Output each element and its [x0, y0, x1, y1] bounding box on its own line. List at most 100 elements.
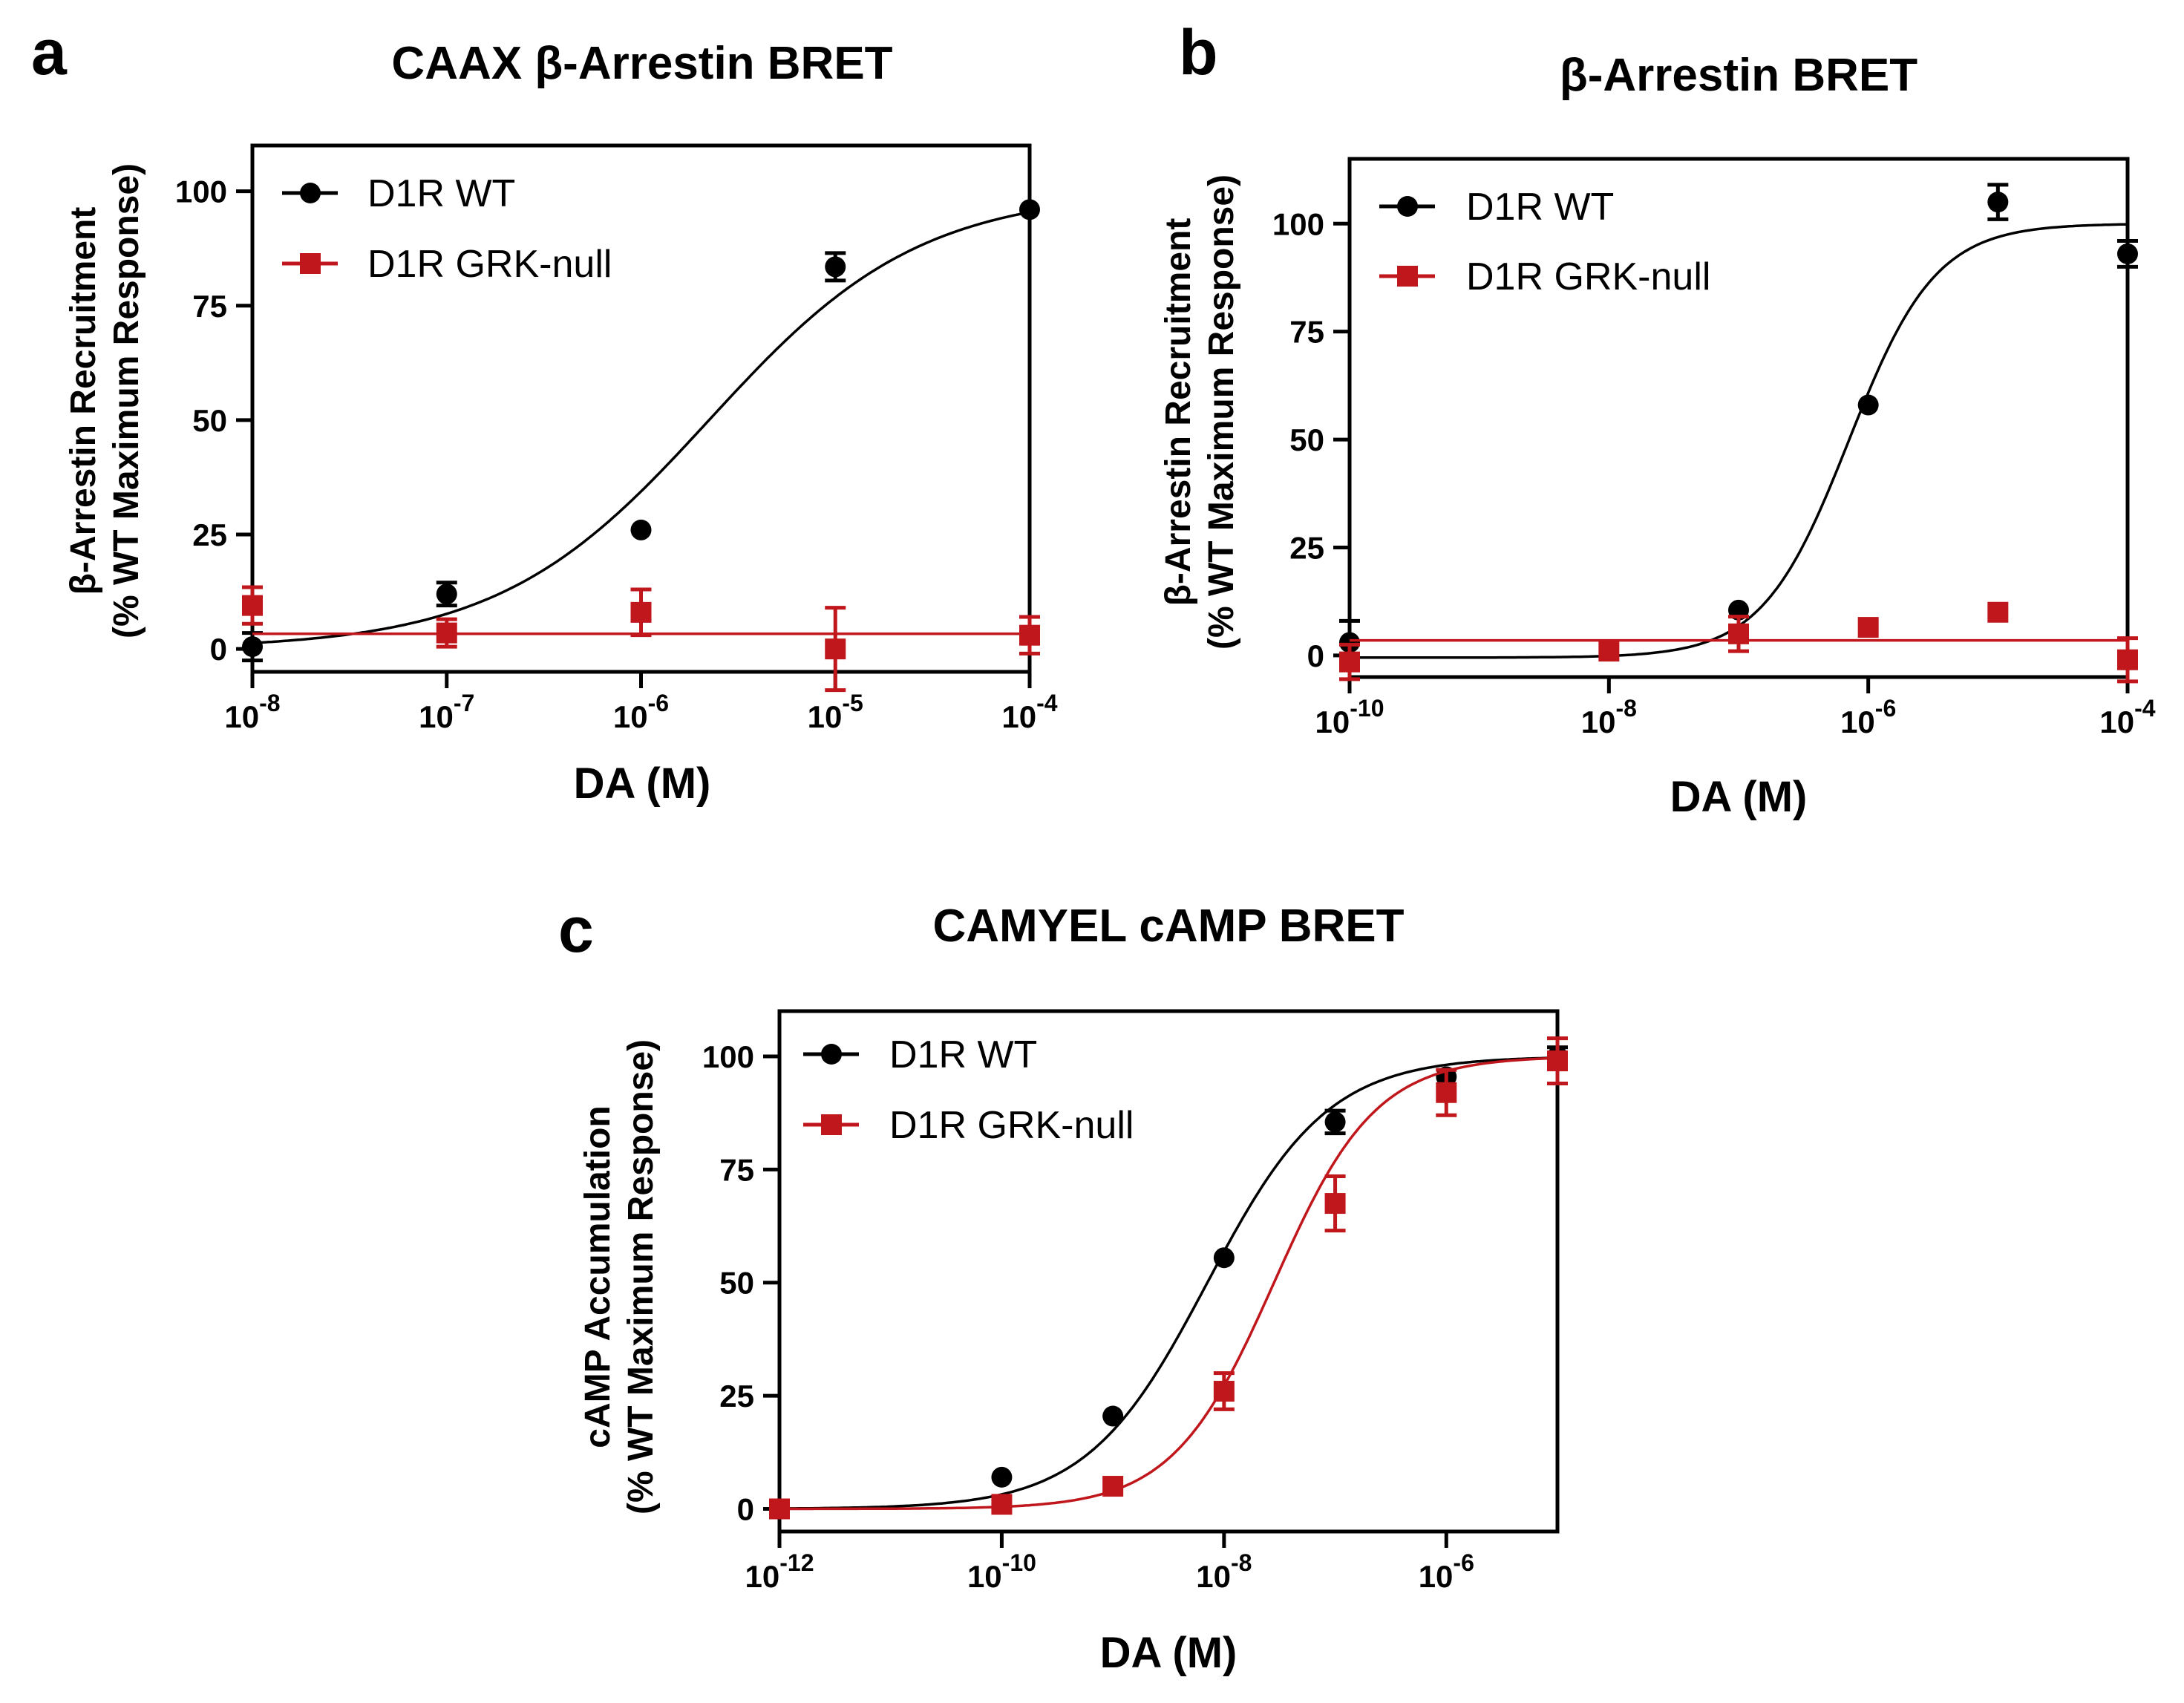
y-tick-label: 100: [175, 174, 227, 209]
panel-c-legend-grk: D1R GRK-null: [889, 1104, 1134, 1147]
panel-c-xlabel: DA (M): [1100, 1629, 1238, 1677]
data-point: [1102, 1405, 1124, 1427]
data-point: [436, 622, 457, 644]
x-tick-label: 10-4: [2099, 695, 2155, 739]
panel-a: a CAAX β-Arrestin BRET β-Arrestin Recrui…: [31, 17, 1058, 808]
data-point: [1436, 1082, 1457, 1103]
data-point: [242, 595, 263, 616]
panel-a-title: CAAX β-Arrestin BRET: [391, 38, 892, 89]
panel-b-ylabel-line2: (% WT Maximum Response): [1202, 174, 1241, 650]
x-tick-label: 10-8: [224, 690, 280, 734]
data-point: [1213, 1381, 1235, 1402]
y-tick-label: 75: [192, 289, 227, 324]
y-tick-label: 25: [719, 1379, 754, 1413]
panel-a-ylabel-line2: (% WT Maximum Response): [107, 163, 146, 638]
panel-c-ylabel: cAMP Accumulation (% WT Maximum Response…: [578, 1039, 661, 1514]
panel-c-ylabel-line2: (% WT Maximum Response): [621, 1039, 661, 1514]
y-tick-label: 0: [210, 632, 227, 667]
data-point: [1857, 617, 1879, 638]
panel-c-ylabel-line1: cAMP Accumulation: [578, 1105, 618, 1448]
data-point: [991, 1494, 1013, 1515]
y-tick-label: 25: [1289, 531, 1324, 566]
data-point: [991, 1466, 1013, 1488]
panel-b-legend-wt: D1R WT: [1466, 186, 1614, 229]
panel-c-title: CAMYEL cAMP BRET: [932, 900, 1404, 952]
data-point: [436, 584, 457, 605]
x-tick-label: 10-6: [613, 690, 669, 734]
data-point: [2117, 243, 2138, 264]
y-tick-label: 50: [192, 403, 227, 438]
legend-grk-marker: [1397, 266, 1418, 287]
panel-a-xlabel: DA (M): [574, 759, 711, 808]
data-point: [1324, 1193, 1346, 1215]
fit-curve: [252, 211, 1030, 644]
panel-c-legend-wt: D1R WT: [889, 1033, 1037, 1076]
y-tick-label: 75: [1289, 315, 1324, 350]
panel-b-xlabel: DA (M): [1670, 773, 1808, 821]
y-tick-label: 50: [1289, 422, 1324, 457]
panel-b-plot: 0 25 50 75 100 10-10 10-8 10-6 10-4: [1272, 157, 2156, 739]
data-point: [769, 1498, 790, 1520]
plot-frame: [1347, 157, 2130, 679]
data-point: [1987, 601, 2009, 623]
data-point: [825, 256, 846, 278]
data-point: [1598, 641, 1620, 662]
x-tick-label: 10-6: [1419, 1549, 1474, 1594]
panel-a-plot: 0 25 50 75 100 10-8 10-7 10-6 10-5 10-4: [175, 143, 1058, 734]
data-point: [1102, 1476, 1124, 1497]
data-point: [630, 519, 652, 540]
panel-b-legend-grk: D1R GRK-null: [1466, 255, 1710, 298]
panel-a-legend-wt: D1R WT: [367, 172, 515, 215]
panel-b-title: β-Arrestin BRET: [1560, 50, 1917, 101]
x-tick-label: 10-5: [808, 690, 863, 734]
panel-b-legend: D1R WT D1R GRK-null: [1379, 186, 1710, 298]
panel-a-letter: a: [31, 17, 68, 88]
panel-c-legend: D1R WT D1R GRK-null: [803, 1033, 1134, 1147]
data-point: [1339, 651, 1360, 673]
data-point: [1987, 192, 2009, 213]
y-tick-label: 25: [192, 517, 227, 552]
data-point: [1547, 1050, 1568, 1072]
x-tick-label: 10-6: [1840, 695, 1896, 739]
legend-wt-marker: [300, 183, 321, 203]
legend-grk-marker: [300, 253, 321, 274]
y-tick-label: 75: [719, 1152, 754, 1187]
y-tick-label: 100: [1272, 206, 1324, 241]
y-tick-label: 100: [702, 1039, 754, 1074]
x-tick-label: 10-10: [967, 1549, 1036, 1594]
data-point: [825, 638, 846, 660]
panel-c-plot: 0 25 50 75 100 10-12 10-10 10-8 10-6: [702, 1009, 1568, 1594]
fit-curve: [779, 1056, 1558, 1511]
panel-b-ylabel: β-Arrestin Recruitment (% WT Maximum Res…: [1159, 174, 1241, 650]
data-point: [1324, 1111, 1346, 1133]
panel-a-ylabel-line1: β-Arrestin Recruitment: [64, 207, 103, 595]
y-tick-label: 50: [719, 1266, 754, 1301]
data-point: [1339, 632, 1360, 653]
panel-c-letter: c: [558, 895, 594, 966]
panel-b-letter: b: [1179, 17, 1218, 88]
data-point: [242, 636, 263, 658]
x-tick-label: 10-7: [419, 690, 474, 734]
legend-wt-marker: [1397, 196, 1418, 217]
legend-grk-marker: [821, 1114, 842, 1135]
panel-a-legend: D1R WT D1R GRK-null: [282, 172, 612, 286]
panel-a-legend-grk: D1R GRK-null: [367, 243, 612, 286]
data-point: [1019, 199, 1040, 220]
data-point: [1857, 394, 1879, 416]
legend-wt-marker: [821, 1044, 842, 1065]
data-point: [2117, 649, 2138, 670]
fit-curve: [779, 1056, 1558, 1510]
panel-b-ylabel-line1: β-Arrestin Recruitment: [1159, 218, 1198, 607]
x-tick-label: 10-10: [1315, 695, 1384, 739]
x-tick-label: 10-8: [1196, 1549, 1252, 1594]
x-tick-label: 10-8: [1581, 695, 1637, 739]
data-point: [1728, 623, 1749, 644]
y-tick-label: 0: [737, 1492, 754, 1527]
data-point: [1019, 624, 1040, 646]
panel-c: c CAMYEL cAMP BRET cAMP Accumulation (% …: [558, 895, 1568, 1677]
data-point: [630, 601, 652, 623]
data-point: [1213, 1247, 1235, 1269]
x-tick-label: 10-12: [745, 1549, 814, 1594]
x-tick-label: 10-4: [1001, 690, 1057, 734]
